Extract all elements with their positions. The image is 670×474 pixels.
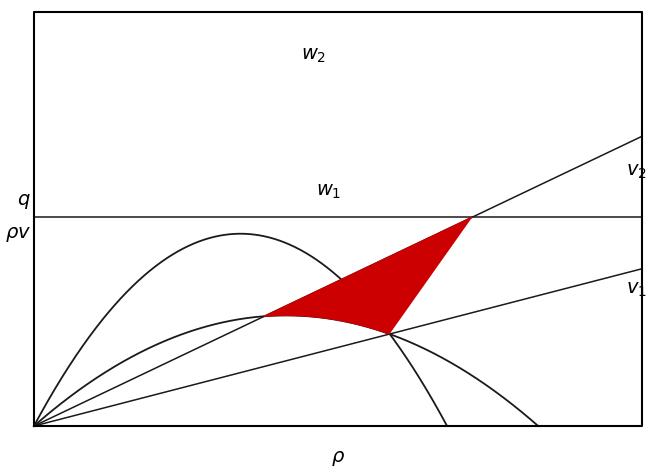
Text: $v_1$: $v_1$ <box>626 280 647 299</box>
Text: $w_1$: $w_1$ <box>316 182 342 201</box>
Text: $\rho$: $\rho$ <box>330 449 345 468</box>
Text: $\rho v$: $\rho v$ <box>5 226 31 245</box>
Text: $v_2$: $v_2$ <box>626 162 647 181</box>
Text: $q$: $q$ <box>17 192 31 211</box>
Text: $w_2$: $w_2$ <box>302 46 326 64</box>
